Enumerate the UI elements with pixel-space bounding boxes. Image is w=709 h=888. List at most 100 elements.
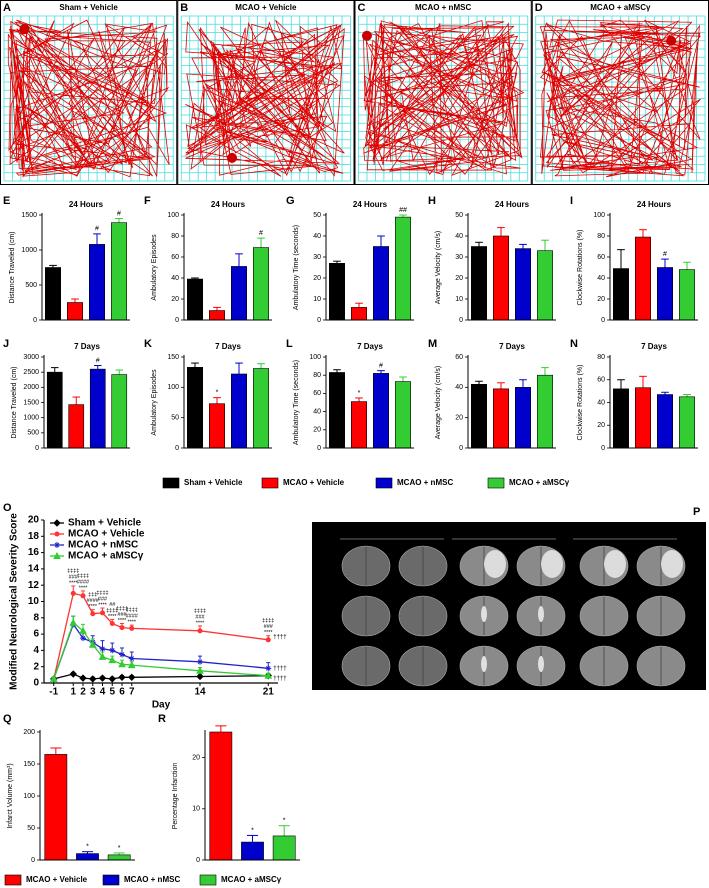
y-tick-label: 0	[601, 445, 605, 452]
bar	[328, 372, 345, 449]
bar	[209, 310, 226, 321]
y-tick-label: 10	[28, 596, 40, 607]
significance-mark: ****	[118, 618, 127, 624]
significance-mark: ‡‡‡	[88, 592, 97, 598]
legend-label: MCAO + Vehicle	[68, 529, 145, 540]
y-tick-label: 100	[593, 212, 605, 219]
point	[129, 625, 135, 631]
legend-swatch	[102, 874, 120, 886]
significance-mark: ‡‡‡‡	[262, 618, 274, 624]
y-tick-label: 100	[309, 354, 321, 361]
chart-title: 24 Hours	[69, 200, 104, 209]
y-tick-label: 0	[33, 317, 37, 324]
significance-mark: ##	[399, 207, 407, 214]
panel-letter: J	[3, 338, 9, 350]
x-axis-label: Day	[152, 700, 171, 711]
significance-mark: ****	[98, 602, 107, 608]
significance-mark: ‡‡‡‡	[126, 608, 138, 614]
bar	[187, 367, 204, 449]
y-tick-label: 40	[597, 275, 605, 282]
legend-label: Sham + Vehicle	[184, 478, 243, 487]
y-tick-label: 40	[313, 233, 321, 240]
y-tick-label: 50	[171, 415, 179, 422]
x-tick-label: 1	[70, 687, 76, 698]
mri-column-header: DWI	[617, 527, 633, 536]
y-tick-label: 10	[192, 806, 200, 813]
bar	[209, 403, 226, 449]
bar	[67, 302, 84, 321]
chart-title: 7 Days	[74, 342, 100, 351]
significance-mark: *	[118, 845, 121, 852]
x-tick-label: 6	[119, 687, 125, 698]
point	[265, 665, 272, 672]
panel-letter: C	[358, 2, 366, 14]
series-line	[53, 621, 269, 680]
point	[53, 519, 61, 527]
legend-label: MCAO + aMSCγ	[509, 478, 570, 487]
bar	[231, 266, 248, 321]
legend-label: Sham + Vehicle	[68, 518, 142, 529]
point	[265, 637, 271, 643]
y-axis-label: Clockwise Rotations (%)	[577, 230, 584, 306]
y-tick-label: 0	[175, 445, 179, 452]
y-tick-label: 40	[455, 233, 463, 240]
bar	[231, 373, 248, 449]
bar	[89, 368, 106, 449]
chart-title: 24 Hours	[353, 200, 388, 209]
y-axis-label: Clockwise Rotations (%)	[577, 365, 584, 441]
point	[119, 625, 125, 631]
mri-column-header: T2	[499, 527, 509, 536]
significance-mark: *	[283, 818, 286, 825]
bar	[350, 401, 367, 449]
bar	[372, 373, 389, 449]
y-tick-label: 2500	[23, 369, 39, 376]
y-tick-label: 50	[313, 212, 321, 219]
panel-letter: K	[144, 338, 152, 350]
bar	[272, 835, 296, 861]
bar	[492, 235, 509, 321]
legend-label: MCAO + nMSC	[397, 478, 453, 487]
legend-swatch	[4, 874, 22, 886]
y-tick-label: 0	[601, 317, 605, 324]
y-axis-label: Ambulatory Episodes	[151, 369, 158, 436]
bar	[253, 247, 270, 321]
y-tick-label: 2	[33, 661, 39, 672]
y-tick-label: 8	[33, 612, 39, 623]
panel-letter: G	[286, 195, 295, 207]
ventricle	[481, 656, 487, 672]
mri-row-label: +	[332, 611, 337, 620]
y-tick-label: 200	[23, 729, 35, 736]
significance-mark: #	[259, 230, 263, 237]
chart-title: 7 Days	[641, 342, 667, 351]
point	[80, 635, 86, 642]
y-tick-label: 12	[28, 580, 40, 591]
y-tick-label: 0	[317, 445, 321, 452]
point	[128, 673, 136, 682]
y-tick-label: 0	[31, 857, 35, 864]
y-tick-label: 0	[33, 678, 39, 689]
significance-mark: #	[96, 357, 100, 364]
significance-mark: *	[251, 827, 254, 834]
legend-label: MCAO + Vehicle	[283, 478, 345, 487]
point	[108, 675, 116, 683]
y-tick-label: 80	[597, 233, 605, 240]
significance-mark: ††††	[273, 676, 286, 682]
bar	[678, 269, 695, 321]
significance-mark: ****	[196, 620, 205, 626]
significance-mark: ####	[126, 614, 139, 620]
mri-row-label: MCAO	[322, 551, 346, 560]
y-tick-label: 6	[33, 629, 39, 640]
y-tick-label: 18	[28, 531, 40, 542]
y-tick-label: 20	[313, 275, 321, 282]
significance-mark: ##	[109, 602, 116, 608]
y-tick-label: 40	[455, 384, 463, 391]
y-tick-label: 50	[455, 212, 463, 219]
point	[118, 673, 126, 682]
x-tick-label: 7	[129, 687, 135, 698]
y-tick-label: 60	[597, 254, 605, 261]
ventricle	[481, 606, 487, 622]
bar	[44, 754, 68, 861]
mri-row-label: +	[332, 561, 337, 570]
point	[79, 626, 87, 634]
y-tick-label: 40	[597, 399, 605, 406]
